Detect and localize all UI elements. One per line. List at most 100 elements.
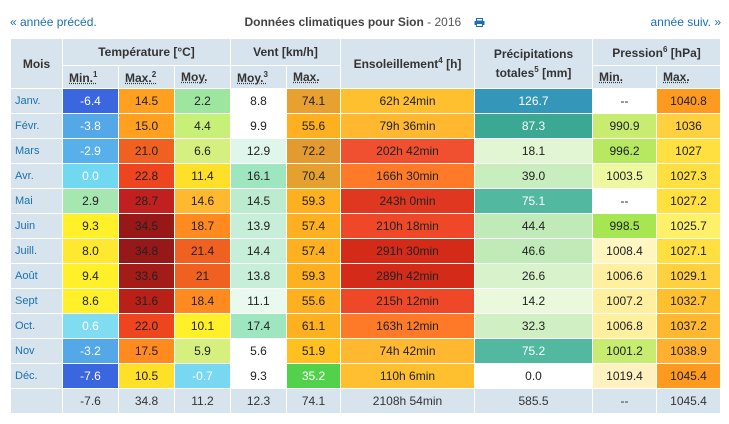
cell-temp-min: 2.9 [62,188,119,214]
table-row: Juill. 8.0 34.8 21.4 14.4 57.4 291h 30min 46.6 1… [10,238,721,264]
total-pression-max: 1045.4 [656,388,721,414]
header-temperature: Température [°C] [62,38,231,66]
table-body: Janv. -6.4 14.5 2.2 8.8 74.1 62h 24min 126.7 -- 1… [10,88,721,389]
cell-pression-max: 1027 [656,138,721,164]
cell-pression-min: 1003.5 [592,163,657,189]
cell-vent-max: 35.2 [286,363,341,389]
cell-temp-moy: 21 [174,263,231,289]
cell-vent-moy: 9.3 [230,363,287,389]
cell-vent-max: 72.2 [286,138,341,164]
cell-ensoleillement: 79h 36min [340,113,475,139]
cell-precipitations: 26.6 [474,263,593,289]
cell-precipitations: 87.3 [474,113,593,139]
cell-vent-max: 59.3 [286,188,341,214]
cell-precipitations: 126.7 [474,88,593,114]
month-label: Nov [10,338,63,364]
cell-pression-min: 1007.2 [592,288,657,314]
cell-vent-max: 51.9 [286,338,341,364]
cell-ensoleillement: 289h 42min [340,263,475,289]
cell-temp-max: 28.7 [118,188,175,214]
cell-vent-max: 57.4 [286,238,341,264]
table-row: Juin 9.3 34.5 18.7 13.9 57.4 210h 18min 44.4 998… [10,213,721,239]
printer-icon[interactable] [474,18,485,27]
cell-temp-min: -6.4 [62,88,119,114]
cell-temp-moy: -0.7 [174,363,231,389]
header-mois: Mois [10,38,63,89]
cell-temp-max: 22.8 [118,163,175,189]
cell-temp-moy: 6.6 [174,138,231,164]
cell-temp-max: 14.5 [118,88,175,114]
cell-pression-min: 1008.4 [592,238,657,264]
cell-ensoleillement: 110h 6min [340,363,475,389]
total-ensoleillement: 2108h 54min [340,388,475,414]
month-label: Sept [10,288,63,314]
cell-vent-moy: 16.1 [230,163,287,189]
header-vent-max[interactable]: Max. [286,65,341,89]
cell-temp-min: 8.6 [62,288,119,314]
cell-ensoleillement: 243h 0min [340,188,475,214]
top-bar: « année précéd. Données climatiques pour… [0,0,729,40]
header-temp-max[interactable]: Max.2 [118,65,175,89]
previous-year-link[interactable]: « année précéd. [10,15,97,29]
totals-label [10,388,63,414]
cell-ensoleillement: 62h 24min [340,88,475,114]
month-label: Févr. [10,113,63,139]
cell-temp-min: 9.3 [62,213,119,239]
cell-pression-max: 1025.7 [656,213,721,239]
table-row: Déc. -7.6 10.5 -0.7 9.3 35.2 110h 6min 0.0 1019.… [10,363,721,389]
cell-vent-moy: 13.8 [230,263,287,289]
total-temp-max: 34.8 [118,388,175,414]
header-precipitations: Précipitations totales5 [mm] [474,38,593,89]
month-label: Oct. [10,313,63,339]
header-temp-min[interactable]: Min.1 [62,65,119,89]
cell-vent-moy: 13.9 [230,213,287,239]
page-title: Données climatiques pour Sion - 2016 [0,15,729,29]
cell-temp-max: 34.5 [118,213,175,239]
cell-vent-max: 70.4 [286,163,341,189]
header-pression-min[interactable]: Min. [592,65,657,89]
cell-temp-min: -7.6 [62,363,119,389]
cell-temp-max: 31.6 [118,288,175,314]
title-year: - 2016 [423,15,462,29]
month-label: Avr. [10,163,63,189]
header-temp-moy[interactable]: Moy. [174,65,231,89]
header-pression-max[interactable]: Max. [656,65,721,89]
table-row: Oct. 0.6 22.0 10.1 17.4 61.1 163h 12min 32.3 100… [10,313,721,339]
cell-precipitations: 18.1 [474,138,593,164]
totals-row: -7.6 34.8 11.2 12.3 74.1 2108h 54min 585… [10,388,721,414]
total-temp-min: -7.6 [62,388,119,414]
cell-temp-max: 21.0 [118,138,175,164]
cell-vent-max: 74.1 [286,88,341,114]
table-row: Févr. -3.8 15.0 4.4 9.9 55.6 79h 36min 87.3 990.… [10,113,721,139]
cell-temp-min: 8.0 [62,238,119,264]
month-label: Juill. [10,238,63,264]
table-row: Mars -2.9 21.0 6.6 12.9 72.2 202h 42min 18.1 996… [10,138,721,164]
cell-vent-max: 57.4 [286,213,341,239]
cell-precipitations: 44.4 [474,213,593,239]
cell-vent-moy: 9.9 [230,113,287,139]
cell-vent-moy: 11.1 [230,288,287,314]
cell-pression-min: 1006.6 [592,263,657,289]
cell-temp-min: 9.4 [62,263,119,289]
table-row: Nov -3.2 17.5 5.9 5.6 51.9 74h 42min 75.2 1001.2… [10,338,721,364]
cell-ensoleillement: 74h 42min [340,338,475,364]
cell-pression-min: -- [592,88,657,114]
cell-temp-max: 22.0 [118,313,175,339]
cell-temp-moy: 5.9 [174,338,231,364]
cell-temp-moy: 18.7 [174,213,231,239]
cell-precipitations: 46.6 [474,238,593,264]
total-precipitations: 585.5 [474,388,593,414]
cell-precipitations: 32.3 [474,313,593,339]
next-year-link[interactable]: année suiv. » [650,15,722,29]
cell-temp-moy: 4.4 [174,113,231,139]
cell-precipitations: 0.0 [474,363,593,389]
table-row: Sept 8.6 31.6 18.4 11.1 55.6 215h 12min 14.2 100… [10,288,721,314]
cell-pression-min: 1006.8 [592,313,657,339]
cell-pression-min: 1001.2 [592,338,657,364]
cell-pression-min: 990.9 [592,113,657,139]
total-vent-moy: 12.3 [230,388,287,414]
cell-ensoleillement: 202h 42min [340,138,475,164]
cell-pression-min: 998.5 [592,213,657,239]
header-vent-moy[interactable]: Moy.3 [230,65,287,89]
table-row: Août 9.4 33.6 21 13.8 59.3 289h 42min 26.6 1006.… [10,263,721,289]
